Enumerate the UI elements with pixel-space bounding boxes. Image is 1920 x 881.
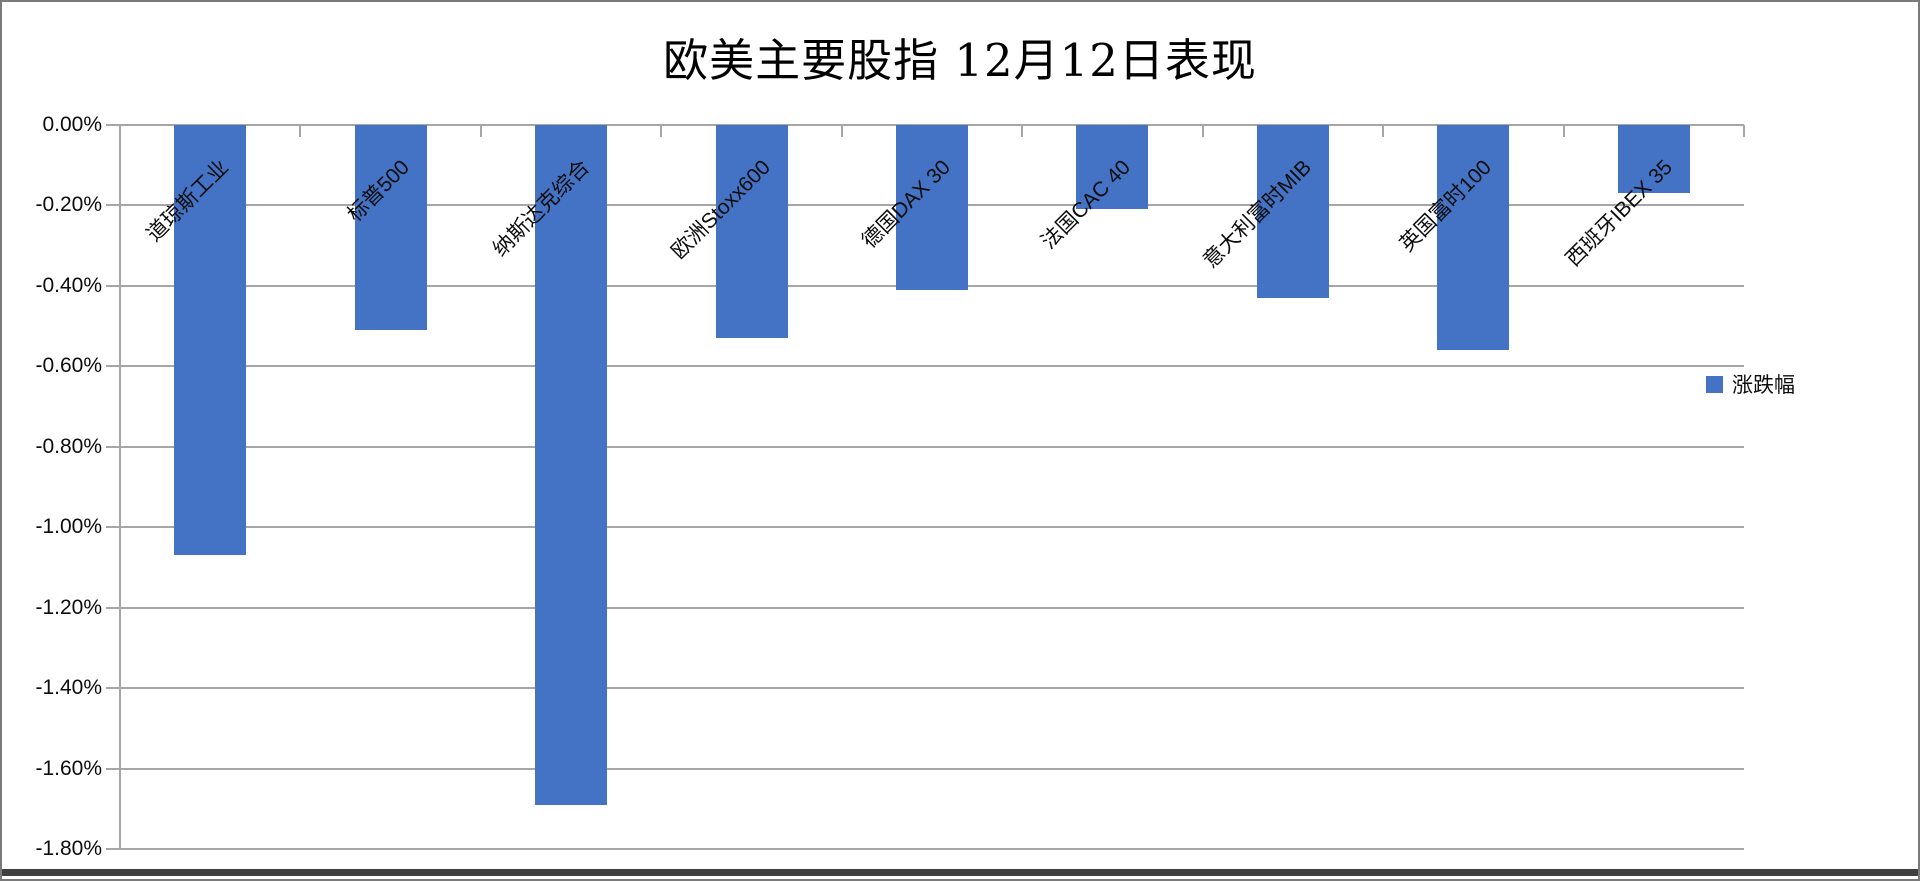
bar: [896, 125, 968, 290]
y-axis-tick: [106, 365, 120, 368]
x-axis-tick: [479, 125, 482, 137]
y-axis-tick: [106, 204, 120, 207]
legend-label: 涨跌幅: [1732, 374, 1795, 397]
bar: [1617, 125, 1690, 194]
x-axis-tick: [1743, 125, 1745, 137]
gridline: [120, 445, 1744, 448]
bar: [354, 125, 427, 331]
y-axis-label: -1.60%: [35, 756, 102, 780]
y-axis-label: -0.40%: [35, 273, 102, 297]
x-axis-tick: [119, 125, 121, 137]
y-axis-tick: [106, 606, 120, 609]
y-axis-tick: [106, 124, 120, 126]
x-axis-tick: [1562, 125, 1565, 137]
bar: [174, 125, 247, 556]
bar: [1076, 125, 1149, 210]
y-axis-tick: [106, 284, 120, 287]
y-axis-tick: [106, 445, 120, 448]
y-axis-tick: [106, 526, 120, 529]
x-axis-tick: [1021, 125, 1024, 137]
y-axis-label: -0.60%: [35, 354, 102, 378]
legend-swatch: [1706, 375, 1723, 393]
y-axis-label: -1.00%: [35, 515, 102, 539]
x-axis-tick: [299, 125, 302, 137]
x-axis-tick: [660, 125, 663, 137]
gridline: [120, 687, 1744, 690]
y-axis-label: -1.40%: [35, 676, 102, 700]
y-axis-label: 0.00%: [42, 113, 102, 136]
y-axis-label: -0.80%: [35, 434, 102, 458]
y-axis-line: [119, 125, 121, 849]
y-axis-label: -1.80%: [35, 837, 102, 860]
chart-title: 欧美主要股指 12月12日表现: [663, 34, 1257, 87]
x-axis-tick: [1201, 125, 1204, 137]
x-axis-tick: [1382, 125, 1385, 137]
bar: [535, 125, 608, 805]
y-axis-tick: [106, 848, 120, 850]
bar: [715, 125, 788, 339]
gridline: [120, 848, 1744, 850]
x-axis-tick: [840, 125, 843, 137]
gridline: [120, 606, 1744, 609]
gridline: [120, 526, 1744, 529]
y-axis-label: -0.20%: [35, 193, 102, 217]
gridline: [120, 767, 1744, 770]
gridline: [120, 365, 1744, 368]
window-bottom-edge: [2, 869, 1918, 876]
y-axis-tick: [106, 687, 120, 690]
bar: [1437, 125, 1510, 351]
y-axis-tick: [106, 767, 120, 770]
legend: 涨跌幅: [1706, 369, 1795, 399]
bar: [1256, 125, 1329, 298]
y-axis-label: -1.20%: [35, 595, 102, 619]
